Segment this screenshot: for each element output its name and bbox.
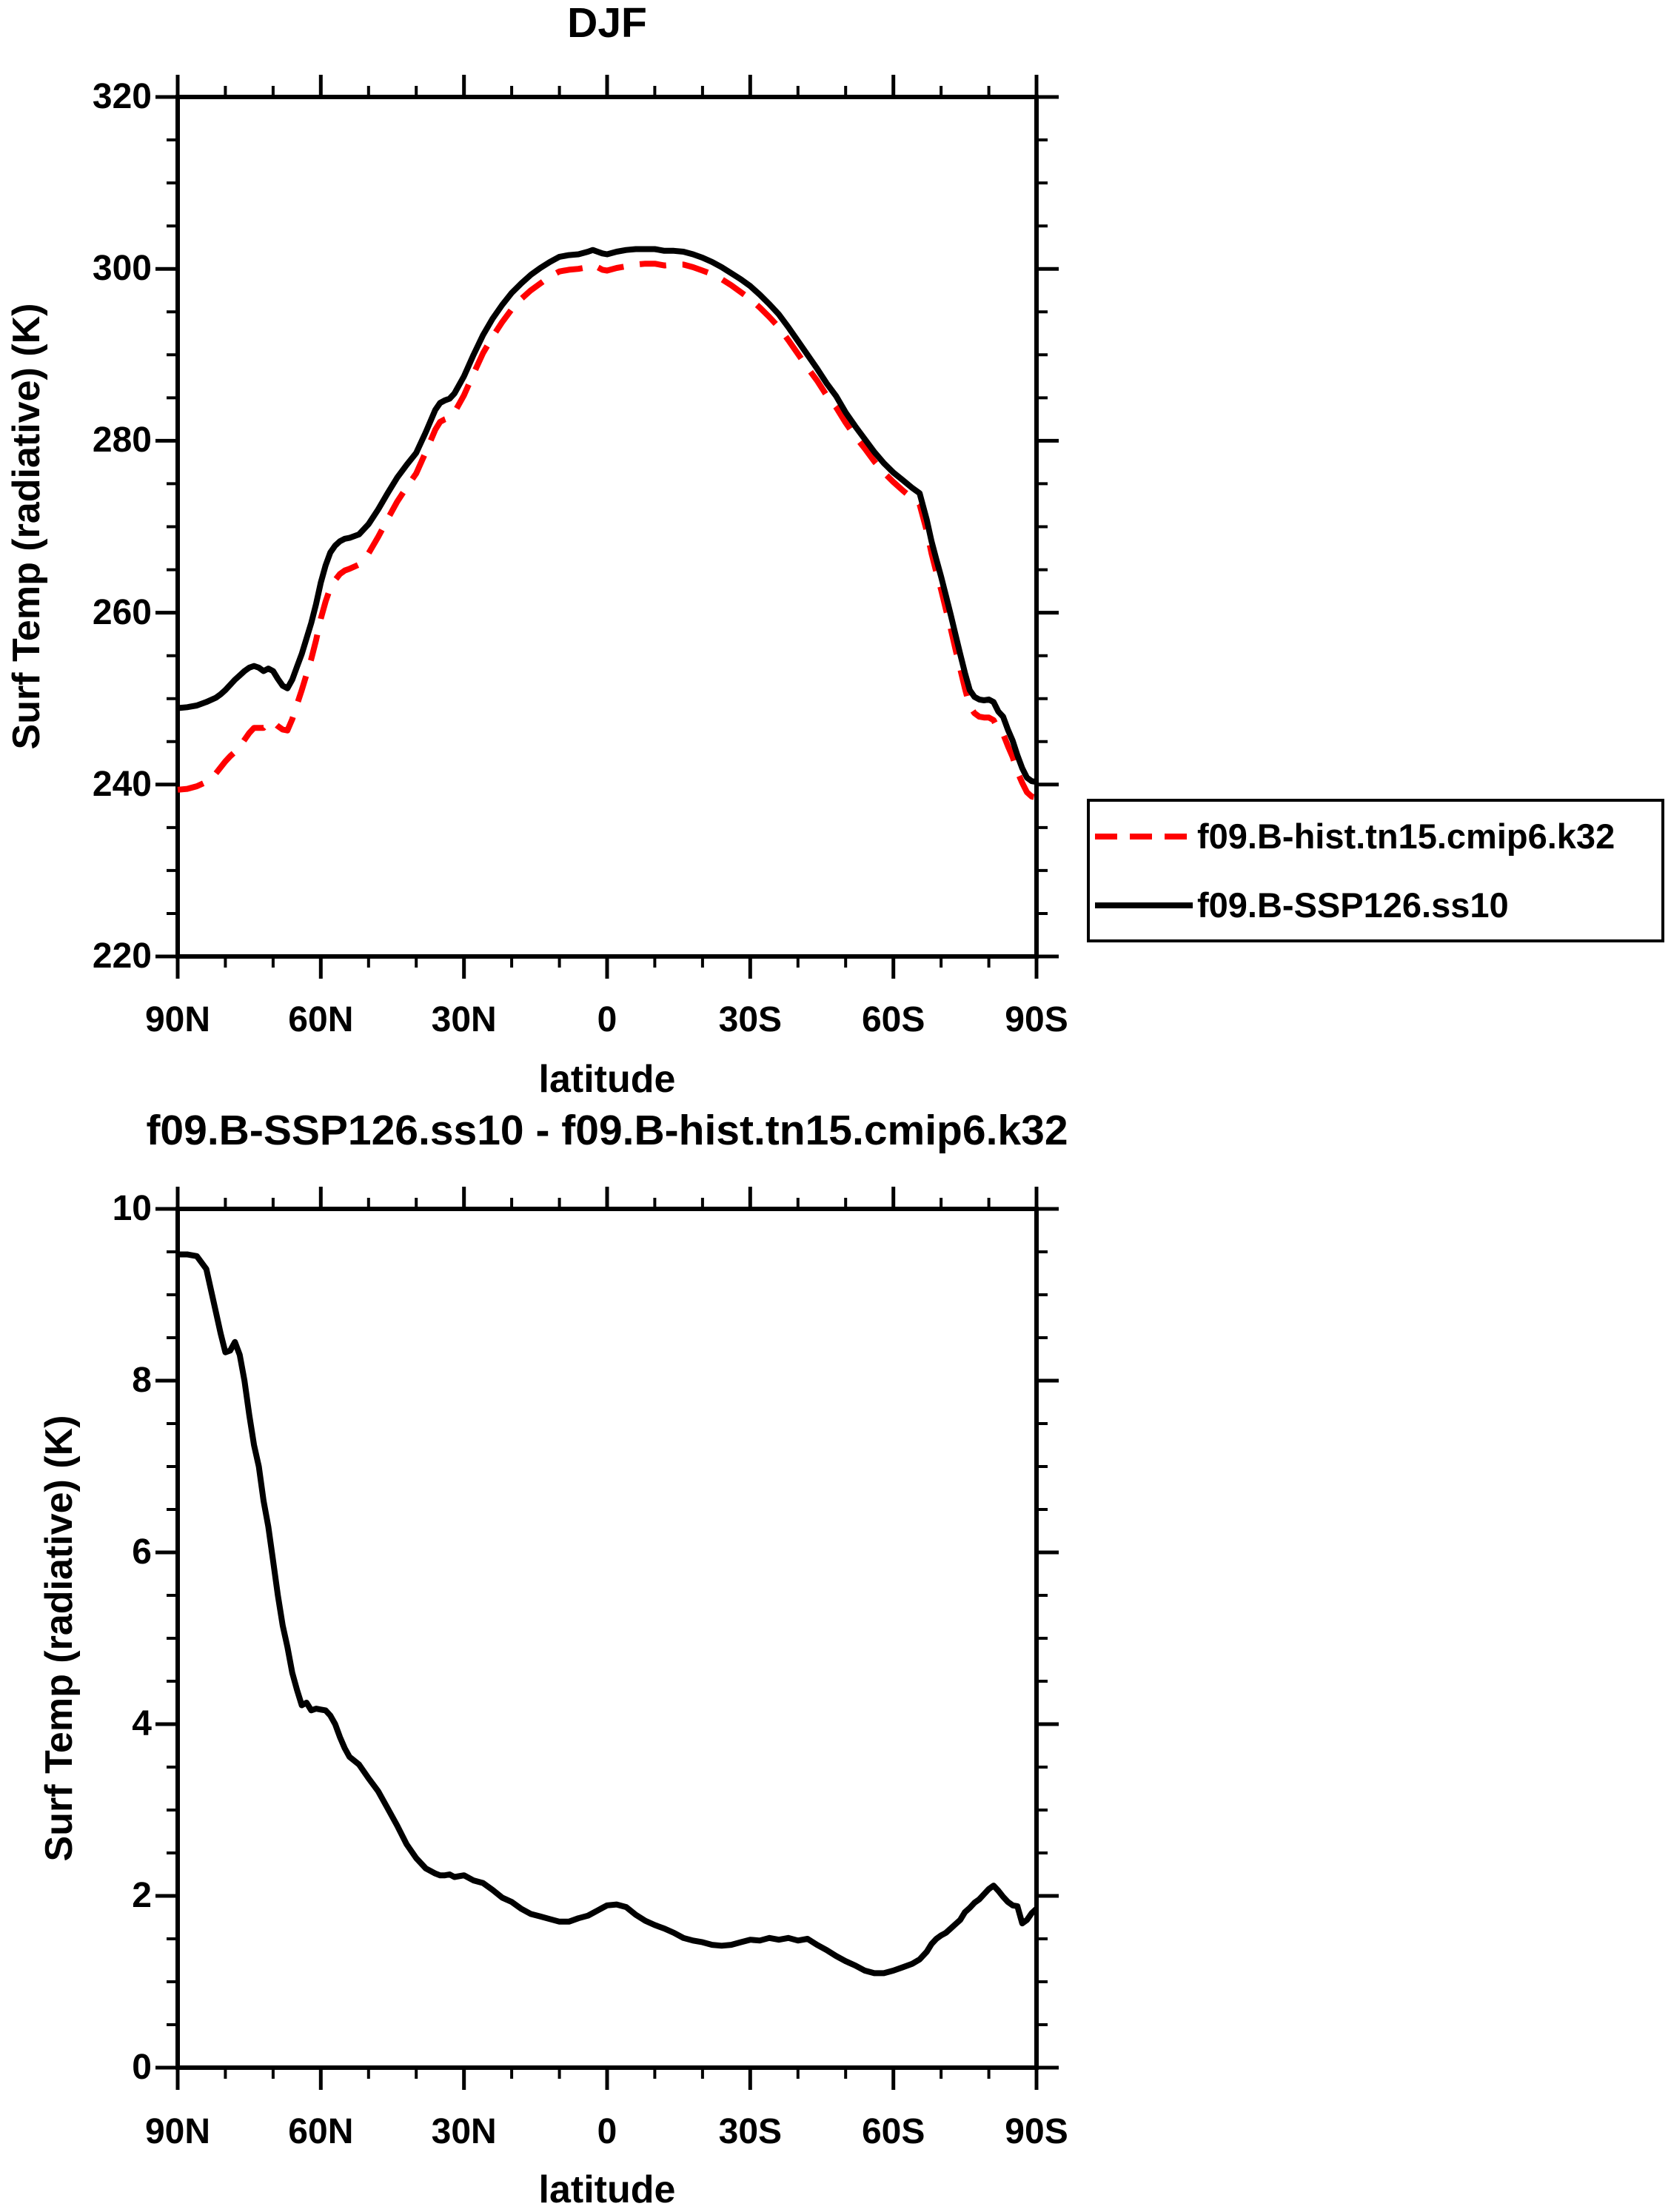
panel1-x-tick-label: 30N — [431, 1000, 497, 1039]
panel2-title: f09.B-SSP126.ss10 - f09.B-hist.tn15.cmip… — [146, 1107, 1068, 1154]
panel1-x-tick-label: 90N — [144, 1000, 211, 1039]
panel2-y-tick-label: 0 — [132, 2048, 152, 2087]
panel2-y-tick-label: 10 — [112, 1189, 152, 1228]
panel2-minor-ticks — [167, 1198, 1048, 2079]
panel2-y-tick-label: 8 — [132, 1361, 152, 1400]
panel1-x-axis-label: latitude — [538, 1058, 676, 1101]
panel2-major-ticks — [155, 1187, 1059, 2090]
legend-label-ssp126: f09.B-SSP126.ss10 — [1197, 885, 1509, 925]
panel1-x-tick-label: 60N — [288, 1000, 354, 1039]
panel2-x-axis-label: latitude — [538, 2168, 676, 2211]
panel2-y-tick-label: 6 — [132, 1532, 152, 1572]
panel1-frame — [175, 95, 1039, 959]
panel2-x-tick-label: 90N — [144, 2112, 211, 2151]
panel1-title: DJF — [567, 0, 647, 47]
legend-label-hist: f09.B-hist.tn15.cmip6.k32 — [1197, 817, 1615, 856]
panel2-x-tick-label: 90S — [1005, 2112, 1068, 2151]
panel2-x-tick-label: 0 — [597, 2112, 617, 2151]
solid-line-sample-icon — [1095, 902, 1193, 908]
legend-entry-hist: f09.B-hist.tn15.cmip6.k32 — [1090, 802, 1661, 871]
panel1-y-tick-label: 320 — [92, 77, 152, 116]
panel2-x-tick-label: 30S — [718, 2112, 783, 2151]
panel1-x-tick-label: 0 — [597, 1000, 617, 1039]
panel1-major-ticks — [155, 75, 1059, 979]
panel1-y-tick-label: 280 — [92, 420, 152, 460]
panel1-y-axis-label: Surf Temp (radiative) (K) — [5, 303, 48, 750]
panel1-y-tick-label: 300 — [92, 249, 152, 289]
panel2-frame — [175, 1207, 1039, 2070]
legend-entry-ssp126: f09.B-SSP126.ss10 — [1090, 871, 1661, 939]
panel1-x-tick-label: 30S — [718, 1000, 783, 1039]
panel2-x-tick-label: 60S — [861, 2112, 925, 2151]
panel1-y-tick-label: 220 — [92, 936, 152, 976]
dashed-line-sample-icon — [1095, 833, 1193, 839]
panel2-y-axis-label: Surf Temp (radiative) (K) — [38, 1415, 81, 1862]
panel1-series-1 — [177, 246, 1037, 785]
panel2-x-tick-label: 30N — [431, 2112, 497, 2151]
panel1-y-tick-label: 240 — [92, 764, 152, 804]
panel1-x-tick-label: 90S — [1005, 1000, 1068, 1039]
panel2-x-tick-label: 60N — [288, 2112, 354, 2151]
panel2-series-0 — [178, 1251, 1039, 1977]
panel1-x-tick-label: 60S — [861, 1000, 925, 1039]
legend: f09.B-hist.tn15.cmip6.k32 f09.B-SSP126.s… — [1087, 799, 1664, 942]
panel2-y-tick-label: 4 — [132, 1704, 152, 1743]
panel1-minor-ticks — [167, 86, 1048, 968]
panel1-series-0 — [177, 261, 1037, 801]
panel2-y-tick-label: 2 — [132, 1876, 152, 1915]
panel1-y-tick-label: 260 — [92, 592, 152, 632]
